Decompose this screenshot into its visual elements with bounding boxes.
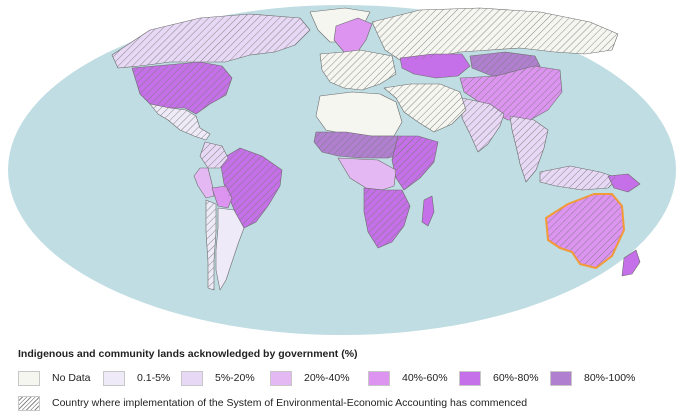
hatch-east-africa [392,136,438,190]
hatch-indonesia [540,166,618,190]
hatch-chile [206,200,216,290]
hatch-canada [112,14,310,68]
country-north-africa [315,91,403,137]
hatch-middle-east [384,84,466,132]
legend-item-seea: Country where implementation of the Syst… [18,394,527,412]
legend-label: 20%-40% [304,372,350,384]
hatch-russia [372,8,618,60]
legend-item-0-5: 0.1-5% [103,369,170,387]
legend-label: 60%-80% [493,372,539,384]
legend-item-no-data: No Data [18,369,91,387]
legend-swatch-40-60 [368,370,390,386]
legend-label: 5%-20% [215,372,255,384]
legend-swatch-20-40 [270,370,292,386]
hatch-india [462,98,504,152]
legend-label: 0.1-5% [137,372,171,384]
legend-swatch-0-5 [103,370,125,386]
country-scandinavia [333,17,373,55]
country-new-zealand [621,249,641,277]
country-madagascar [421,195,435,227]
hatch-southeast-asia [510,116,548,182]
legend-title: Indigenous and community lands acknowled… [18,348,358,360]
hatch-layer [112,8,624,290]
legend-item-80-100: 80%-100% [550,369,635,387]
legend-swatch-hatch [18,395,40,411]
country-peru [193,167,215,199]
hatch-europe [320,50,396,90]
country-central-africa [337,157,397,191]
hatch-brazil [220,148,282,228]
legend-item-20-40: 20%-40% [270,369,350,387]
legend-item-40-60: 40%-60% [368,369,448,387]
legend-swatch-60-80 [459,370,481,386]
legend-label: 80%-100% [584,372,636,384]
legend-swatch-5-20 [181,370,203,386]
legend-hatch-label: Country where implementation of the Syst… [52,397,528,409]
hatch-sahel [314,132,414,158]
legend-item-5-20: 5%-20% [181,369,255,387]
hatch-united-states [132,62,232,114]
highlight-layer [545,193,625,269]
hatch-southern-africa [364,188,410,248]
legend: No Data 0.1-5% 5%-20% 20%-40% 40%-60% 60… [18,369,678,387]
legend-swatch-80-100 [550,370,572,386]
legend-label: No Data [52,372,91,384]
legend-label: 40%-60% [402,372,448,384]
legend-swatch-no-data [18,370,40,386]
hatch-colombia [200,142,228,168]
legend-item-60-80: 60%-80% [459,369,539,387]
hatch-mexico [150,104,210,140]
highlight-outline-australia [545,193,625,269]
world-map [8,5,676,335]
